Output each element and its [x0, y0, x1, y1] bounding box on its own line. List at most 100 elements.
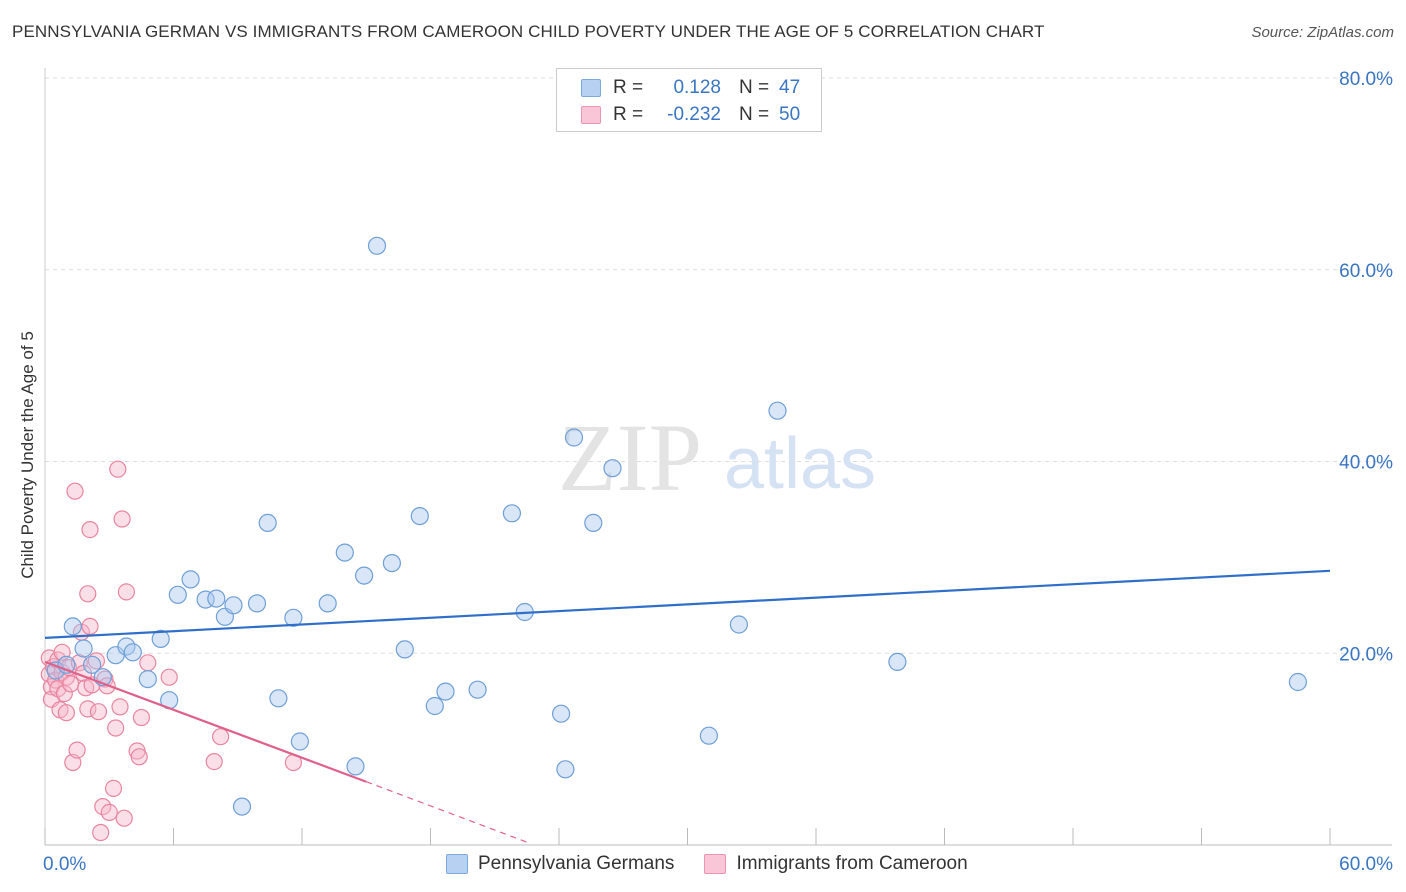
y-tick-label: 80.0%	[1339, 69, 1393, 90]
point-immigrants-from-cameroon	[139, 654, 157, 672]
legend-swatch-blue	[446, 854, 468, 874]
point-pennsylvania-germans	[425, 696, 444, 716]
point-immigrants-from-cameroon	[68, 741, 86, 759]
point-pennsylvania-germans	[290, 732, 309, 751]
point-immigrants-from-cameroon	[212, 728, 230, 746]
point-pennsylvania-germans	[564, 428, 584, 447]
point-immigrants-from-cameroon	[79, 700, 97, 718]
point-immigrants-from-cameroon	[57, 704, 76, 722]
point-immigrants-from-cameroon	[111, 698, 129, 716]
legend-r-label: R =	[613, 77, 644, 98]
series-pennsylvania-germans	[46, 236, 1308, 816]
trend-lines	[44, 569, 1331, 843]
point-immigrants-from-cameroon	[117, 583, 136, 601]
legend-n-value: 47	[779, 77, 801, 98]
point-pennsylvania-germans	[318, 594, 337, 613]
legend-row-immigrants-from-cameroon: R = -0.232 N = 50	[581, 104, 800, 126]
point-immigrants-from-cameroon	[81, 520, 99, 539]
trend-line-immigrants-from-cameroon	[44, 660, 367, 783]
point-pennsylvania-germans	[151, 629, 170, 649]
point-immigrants-from-cameroon	[113, 510, 131, 528]
point-pennsylvania-germans	[74, 639, 93, 658]
legend-n-label: N =	[739, 104, 770, 125]
point-pennsylvania-germans	[502, 504, 521, 523]
legend-r-value: 0.128	[673, 77, 721, 98]
point-immigrants-from-cameroon	[62, 675, 80, 693]
point-immigrants-from-cameroon	[66, 482, 84, 500]
point-pennsylvania-germans	[247, 594, 267, 613]
legend-series: Pennsylvania Germans Immigrants from Cam…	[446, 852, 998, 876]
point-pennsylvania-germans	[224, 596, 243, 615]
source-label: Source: ZipAtlas.com	[1251, 24, 1394, 41]
legend-label: Immigrants from Cameroon	[736, 853, 968, 874]
point-pennsylvania-germans	[181, 570, 200, 589]
point-pennsylvania-germans	[346, 757, 365, 776]
legend-swatch-pink	[581, 106, 601, 124]
point-pennsylvania-germans	[207, 589, 226, 608]
legend-r-label: R =	[613, 104, 644, 125]
y-tick-label: 60.0%	[1339, 261, 1393, 282]
point-immigrants-from-cameroon	[109, 460, 127, 478]
point-immigrants-from-cameroon	[130, 748, 148, 766]
watermark-zip: ZIP	[558, 404, 702, 511]
point-immigrants-from-cameroon	[115, 809, 133, 827]
point-pennsylvania-germans	[355, 566, 374, 585]
point-immigrants-from-cameroon	[160, 668, 178, 686]
legend-row-pennsylvania-germans: R = 0.128 N = 47	[581, 77, 800, 99]
point-pennsylvania-germans	[410, 506, 429, 526]
point-pennsylvania-germans	[603, 459, 622, 478]
chart-title: PENNSYLVANIA GERMAN VS IMMIGRANTS FROM C…	[12, 22, 1045, 41]
legend-swatch-pink	[704, 854, 727, 874]
legend-swatch-blue	[581, 79, 601, 97]
legend-n-label: N =	[739, 77, 770, 98]
point-pennsylvania-germans	[258, 513, 277, 533]
legend-stats: R = 0.128 N = 47 R = -0.232 N = 50	[556, 68, 822, 132]
point-pennsylvania-germans	[382, 553, 401, 573]
point-pennsylvania-germans	[82, 655, 102, 674]
point-pennsylvania-germans	[168, 585, 187, 604]
point-pennsylvania-germans	[335, 543, 354, 562]
point-immigrants-from-cameroon	[81, 617, 99, 636]
point-pennsylvania-germans	[468, 680, 487, 699]
point-pennsylvania-germans	[1288, 672, 1308, 692]
legend-label: Pennsylvania Germans	[478, 853, 675, 874]
point-pennsylvania-germans	[729, 615, 749, 634]
point-pennsylvania-germans	[232, 797, 252, 816]
point-pennsylvania-germans	[888, 652, 907, 672]
point-immigrants-from-cameroon	[89, 703, 108, 721]
point-pennsylvania-germans	[269, 689, 288, 708]
trend-line-cameroon-extrapolated	[366, 781, 528, 843]
x-tick-label: 60.0%	[1339, 854, 1393, 875]
legend-n-value: 50	[779, 104, 801, 125]
axes	[44, 68, 1392, 846]
legend-r-value: -0.232	[667, 104, 721, 125]
point-pennsylvania-germans	[367, 236, 387, 255]
point-immigrants-from-cameroon	[94, 797, 112, 816]
watermark-atlas: atlas	[724, 424, 876, 504]
x-tick-label: 0.0%	[43, 854, 86, 875]
watermark: ZIP atlas	[558, 404, 876, 511]
y-tick-label: 40.0%	[1339, 453, 1393, 474]
point-immigrants-from-cameroon	[100, 803, 118, 822]
point-pennsylvania-germans	[768, 401, 787, 420]
point-pennsylvania-germans	[436, 682, 455, 701]
point-immigrants-from-cameroon	[92, 823, 110, 842]
point-pennsylvania-germans	[123, 643, 142, 662]
point-immigrants-from-cameroon	[132, 708, 150, 727]
point-pennsylvania-germans	[584, 513, 603, 533]
trend-line-pennsylvania-germans	[44, 569, 1331, 640]
legend-item-immigrants-from-cameroon: Immigrants from Cameroon	[704, 853, 968, 875]
point-immigrants-from-cameroon	[79, 585, 97, 603]
point-immigrants-from-cameroon	[104, 779, 123, 798]
point-immigrants-from-cameroon	[205, 752, 223, 771]
point-pennsylvania-germans	[63, 617, 82, 636]
grid-lines	[45, 77, 1392, 654]
y-tick-label: 20.0%	[1339, 644, 1393, 665]
point-pennsylvania-germans	[284, 608, 303, 627]
point-pennsylvania-germans	[699, 726, 719, 745]
point-pennsylvania-germans	[138, 669, 157, 689]
point-pennsylvania-germans	[46, 661, 65, 680]
legend-item-pennsylvania-germans: Pennsylvania Germans	[446, 853, 674, 875]
point-pennsylvania-germans	[551, 704, 571, 723]
